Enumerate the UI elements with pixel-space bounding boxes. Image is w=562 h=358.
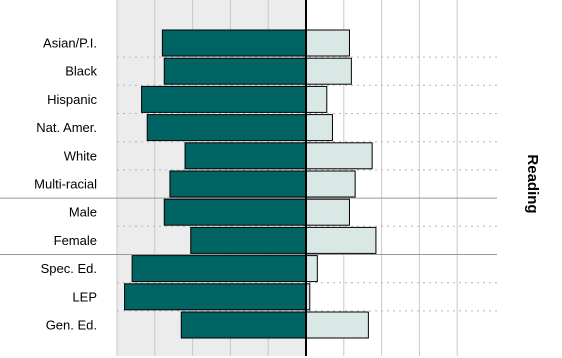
bar-positive-0	[305, 29, 350, 57]
category-label: Black	[65, 64, 97, 79]
bar-negative-2	[141, 85, 307, 113]
category-label: Gen. Ed.	[46, 318, 97, 333]
bar-negative-0	[161, 29, 307, 57]
bar-positive-5	[305, 170, 356, 198]
category-label: Female	[54, 233, 97, 248]
bar-positive-8	[305, 255, 318, 283]
bar-negative-8	[131, 255, 307, 283]
bar-negative-5	[169, 170, 307, 198]
bar-negative-7	[190, 226, 307, 254]
bar-negative-6	[163, 198, 307, 226]
bar-negative-10	[180, 311, 307, 339]
bar-positive-7	[305, 226, 377, 254]
category-label: Hispanic	[47, 92, 97, 107]
bar-positive-3	[305, 114, 333, 142]
side-label: Reading	[524, 154, 541, 213]
bar-positive-1	[305, 57, 352, 85]
category-label: Nat. Amer.	[36, 120, 97, 135]
category-label: White	[64, 148, 97, 163]
bar-positive-6	[305, 198, 350, 226]
bar-negative-9	[124, 283, 307, 311]
bar-positive-2	[305, 85, 328, 113]
category-label: Male	[69, 205, 97, 220]
bars	[124, 0, 377, 356]
bar-positive-4	[305, 142, 373, 170]
category-labels: Asian/P.I. Black Hispanic Nat. Amer. White Mu…	[34, 36, 97, 333]
category-label: LEP	[72, 289, 97, 304]
bar-positive-10	[305, 311, 369, 339]
bar-negative-3	[146, 114, 307, 142]
bar-negative-4	[184, 142, 307, 170]
category-label: Multi-racial	[34, 177, 97, 192]
category-label: Asian/P.I.	[43, 36, 97, 51]
bar-negative-1	[163, 57, 307, 85]
category-label: Spec. Ed.	[41, 261, 97, 276]
